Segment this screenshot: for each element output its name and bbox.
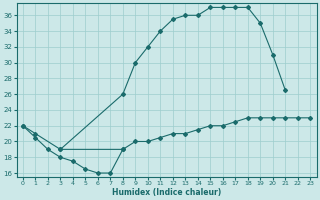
X-axis label: Humidex (Indice chaleur): Humidex (Indice chaleur) — [112, 188, 221, 197]
